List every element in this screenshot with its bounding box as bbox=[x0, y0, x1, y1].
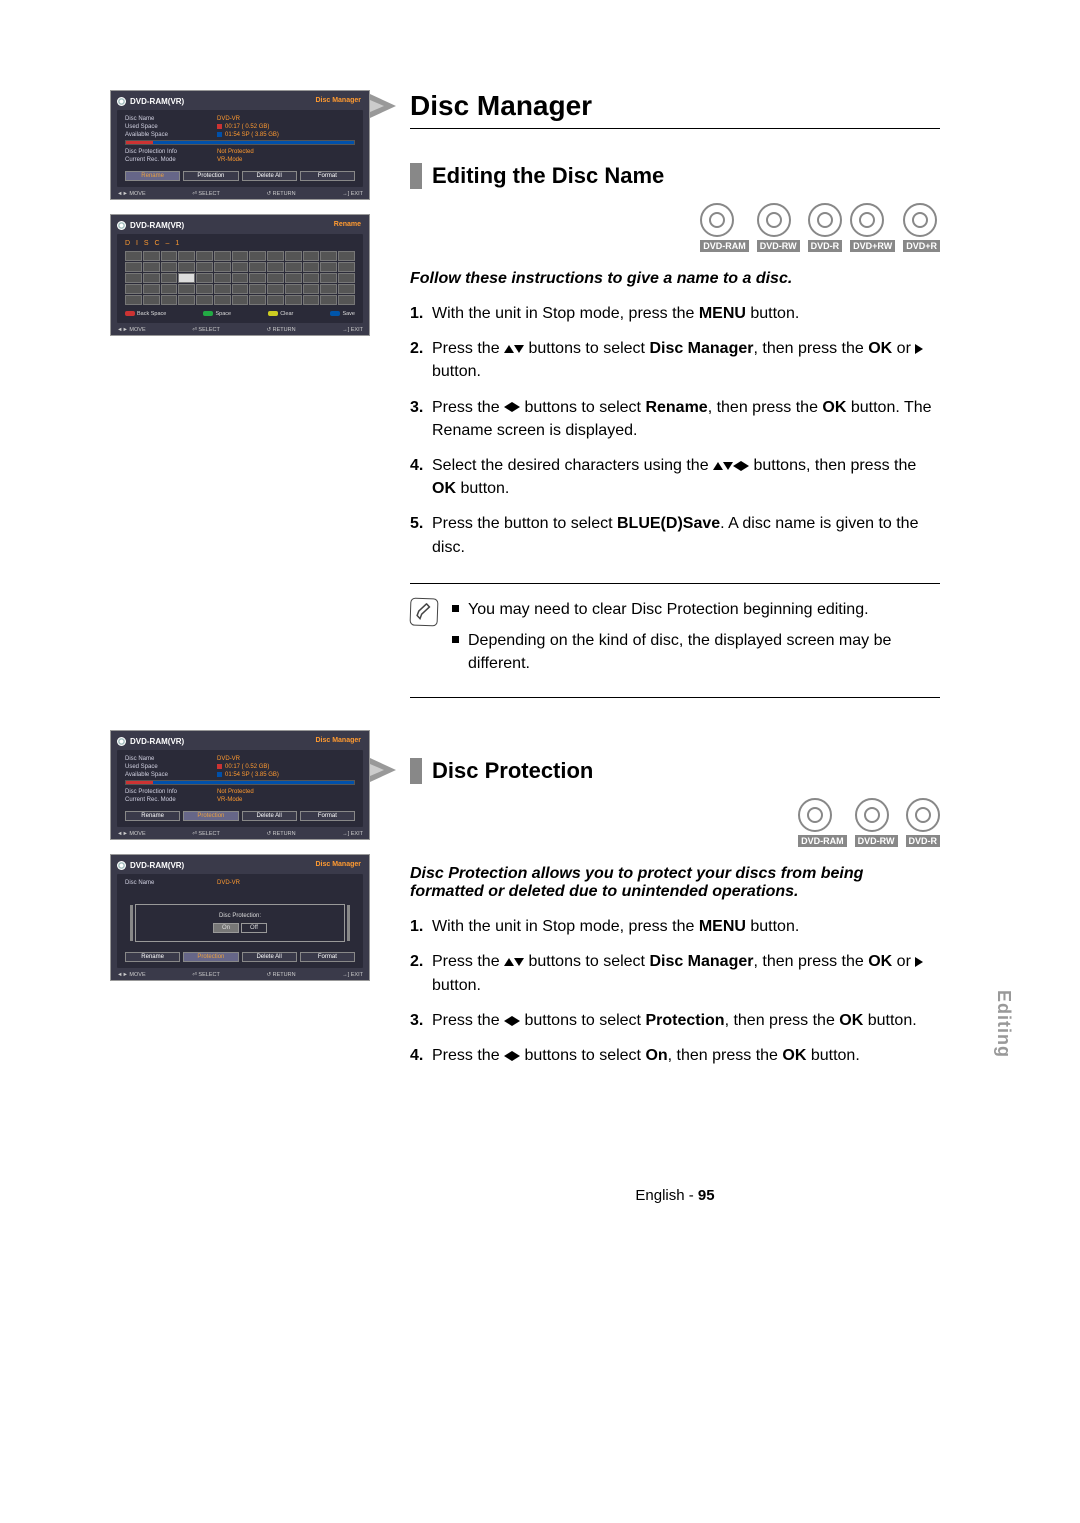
step: With the unit in Stop mode, press the ME… bbox=[410, 302, 940, 325]
disc-icon bbox=[117, 97, 126, 106]
osd-btn-rename: Rename bbox=[125, 171, 180, 181]
step: Press the button to select BLUE(D)Save. … bbox=[410, 512, 940, 558]
disc-type-icons-2: DVD-RAMDVD-RWDVD-R bbox=[410, 798, 940, 847]
osd-tag-rename: Rename bbox=[334, 221, 361, 228]
disc-type-dvd+r: DVD+R bbox=[903, 203, 940, 252]
osd-btn-protection: Protection bbox=[183, 171, 238, 181]
step: Press the buttons to select Disc Manager… bbox=[410, 950, 940, 996]
disc-type-dvd-ram: DVD-RAM bbox=[700, 203, 749, 252]
disc-type-dvd-ram: DVD-RAM bbox=[798, 798, 847, 847]
note-box: You may need to clear Disc Protection be… bbox=[410, 583, 940, 699]
arrow-icon bbox=[370, 94, 396, 118]
osd-tag: Disc Manager bbox=[315, 97, 361, 104]
step: Press the buttons to select On, then pre… bbox=[410, 1044, 940, 1067]
disc-type-dvd-rw: DVD-RW bbox=[757, 203, 800, 252]
kb-disc-name: D I S C – 1 bbox=[125, 240, 355, 247]
osd-disc-manager-2: DVD-RAM(VR) Disc Manager Disc NameDVD-VR… bbox=[110, 730, 370, 840]
disc-type-icons-1: DVD-RAMDVD-RWDVD-RDVD+RWDVD+R bbox=[410, 203, 940, 252]
note-item: You may need to clear Disc Protection be… bbox=[452, 598, 940, 621]
osd-keyboard bbox=[125, 251, 355, 305]
section1-intro: Follow these instructions to give a name… bbox=[410, 270, 940, 288]
osd-disc-manager: DVD-RAM(VR) Disc Manager Disc NameDVD-VR… bbox=[110, 90, 370, 200]
protect-title: Disc Protection: bbox=[144, 913, 336, 919]
arrow-icon bbox=[370, 758, 396, 782]
step: With the unit in Stop mode, press the ME… bbox=[410, 915, 940, 938]
section1-title: Editing the Disc Name bbox=[410, 163, 940, 189]
page-footer: English - 95 bbox=[410, 1187, 940, 1204]
disc-type-dvd+rw: DVD+RW bbox=[850, 203, 895, 252]
osd-btn-format: Format bbox=[300, 171, 355, 181]
disc-type-dvd-rw: DVD-RW bbox=[855, 798, 898, 847]
osd-btn-deleteall: Delete All bbox=[242, 171, 297, 181]
disc-type-dvd-r: DVD-R bbox=[808, 203, 843, 252]
step: Select the desired characters using the … bbox=[410, 454, 940, 500]
section2-steps: With the unit in Stop mode, press the ME… bbox=[410, 915, 940, 1067]
step: Press the buttons to select Rename, then… bbox=[410, 396, 940, 442]
osd-group-2: DVD-RAM(VR) Disc Manager Disc NameDVD-VR… bbox=[110, 730, 370, 995]
step: Press the buttons to select Protection, … bbox=[410, 1009, 940, 1032]
side-tab: Editing bbox=[993, 990, 1014, 1058]
section2-title: Disc Protection bbox=[410, 758, 940, 784]
step: Press the buttons to select Disc Manager… bbox=[410, 337, 940, 383]
section1-steps: With the unit in Stop mode, press the ME… bbox=[410, 302, 940, 559]
disc-type-dvd-r: DVD-R bbox=[906, 798, 941, 847]
note-icon bbox=[410, 597, 439, 626]
osd-group-1: DVD-RAM(VR) Disc Manager Disc NameDVD-VR… bbox=[110, 90, 370, 350]
section2-intro: Disc Protection allows you to protect yo… bbox=[410, 865, 940, 901]
protect-on: On bbox=[213, 923, 239, 933]
note-item: Depending on the kind of disc, the displ… bbox=[452, 629, 940, 675]
osd-protection: DVD-RAM(VR) Disc Manager Disc NameDVD-VR… bbox=[110, 854, 370, 981]
protect-off: Off bbox=[241, 923, 267, 933]
osd-device: DVD-RAM(VR) bbox=[130, 97, 184, 106]
osd-rename: DVD-RAM(VR) Rename D I S C – 1 Back Spac… bbox=[110, 214, 370, 336]
page-title: Disc Manager bbox=[410, 90, 940, 129]
